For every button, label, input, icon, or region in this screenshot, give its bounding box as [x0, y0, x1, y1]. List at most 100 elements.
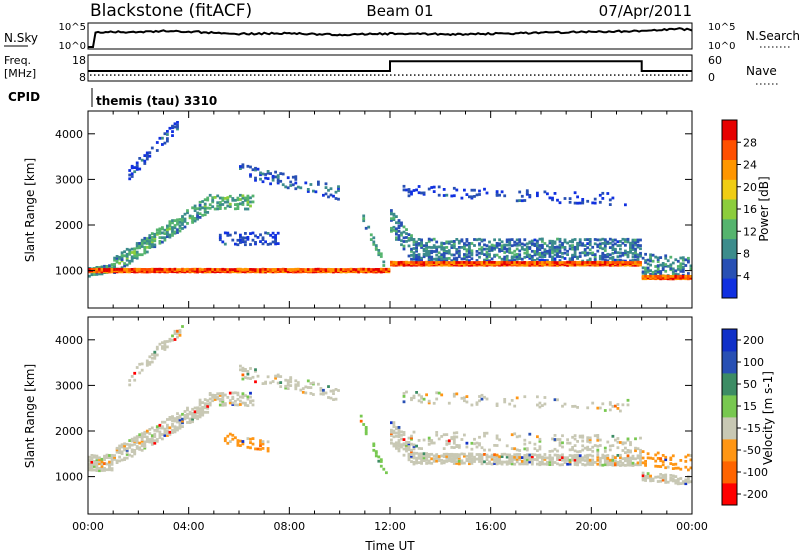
range-gate-cell [541, 243, 544, 247]
range-gate-cell [576, 450, 579, 454]
range-gate-cell [221, 401, 225, 405]
range-gate-cell [654, 459, 658, 463]
range-gate-cell [495, 458, 499, 461]
range-gate-cell [218, 398, 222, 401]
range-gate-cell [128, 439, 132, 442]
range-gate-cell [158, 227, 162, 231]
range-gate-cell [523, 251, 527, 255]
range-gate-cell [478, 261, 481, 264]
range-gate-cell [525, 255, 529, 258]
range-gate-cell [457, 263, 461, 267]
range-gate-cell [400, 437, 403, 441]
range-gate-cell [616, 463, 620, 467]
range-gate-cell [402, 225, 406, 229]
range-gate-cell [181, 325, 184, 328]
range-gate-cell [468, 452, 471, 456]
range-gate-cell [666, 274, 670, 278]
range-gate-cell [611, 263, 615, 267]
range-gate-cell [130, 257, 134, 261]
power-colorbar-tick-label: 20 [743, 181, 757, 194]
range-gate-cell [556, 253, 559, 257]
range-gate-cell [495, 444, 499, 447]
range-gate-cell [115, 459, 119, 463]
range-gate-cell [631, 457, 635, 461]
range-gate-cell [193, 414, 197, 417]
range-gate-cell [437, 251, 441, 255]
range-gate-cell [664, 269, 668, 273]
range-gate-cell [452, 253, 456, 257]
range-gate-cell [125, 254, 129, 258]
range-gate-cell [681, 267, 685, 271]
range-gate-cell [548, 253, 552, 257]
range-gate-cell [239, 193, 242, 197]
range-gate-cell [581, 456, 585, 460]
range-gate-cell [385, 471, 388, 475]
range-gate-cell [289, 384, 293, 387]
range-gate-cell [181, 419, 184, 423]
range-gate-cell [432, 459, 436, 463]
range-gate-cell [556, 453, 559, 457]
range-gate-cell [327, 267, 330, 271]
power-colorbar-label: Power [dB] [757, 176, 771, 241]
range-gate-cell [218, 399, 222, 403]
range-gate-cell [402, 400, 406, 404]
range-gate-cell [455, 392, 459, 396]
range-gate-cell [251, 194, 255, 198]
range-gate-cell [178, 426, 182, 430]
range-gate-cell [603, 454, 607, 458]
range-gate-cell [591, 449, 595, 453]
range-gate-cell [173, 332, 177, 335]
range-gate-cell [362, 214, 366, 218]
range-gate-cell [138, 267, 142, 271]
range-gate-cell [548, 239, 552, 243]
range-gate-cell [520, 261, 524, 264]
range-gate-cell [631, 246, 635, 249]
range-gate-cell [415, 246, 418, 250]
power-colorbar-tick-label: 24 [743, 159, 757, 172]
range-gate-cell [412, 257, 416, 261]
range-gate-cell [611, 444, 615, 447]
range-gate-cell [304, 385, 308, 389]
range-gate-cell [450, 457, 454, 461]
range-gate-cell [123, 442, 126, 446]
range-gate-cell [115, 450, 119, 454]
range-gate-cell [337, 185, 340, 189]
range-gate-cell [223, 403, 227, 407]
range-gate-cell [168, 233, 172, 237]
range-gate-cell [578, 242, 582, 246]
range-gate-cell [410, 236, 413, 240]
range-gate-cell [145, 157, 149, 161]
range-gate-cell [659, 459, 663, 463]
range-gate-cell [626, 261, 630, 264]
range-gate-cell [390, 219, 393, 222]
range-gate-cell [571, 253, 574, 257]
range-gate-cell [306, 190, 310, 193]
range-gate-cell [148, 237, 152, 241]
range-gate-cell [130, 443, 134, 447]
range-gate-cell [216, 207, 220, 211]
range-gate-cell [536, 246, 539, 249]
range-gate-cell [339, 268, 343, 271]
range-gate-cell [536, 455, 539, 459]
range-gate-cell [312, 393, 315, 396]
range-gate-cell [163, 434, 167, 437]
range-gate-cell [322, 268, 325, 271]
range-gate-cell [606, 252, 610, 256]
range-gate-cell [314, 190, 318, 194]
range-gate-cell [463, 247, 466, 251]
range-gate-cell [291, 183, 295, 187]
range-gate-cell [138, 157, 142, 160]
range-gate-cell [500, 452, 504, 456]
range-gate-cell [392, 229, 396, 232]
range-gate-cell [614, 238, 617, 242]
range-gate-cell [407, 244, 411, 248]
range-gate-cell [148, 234, 152, 237]
range-gate-cell [140, 434, 144, 438]
range-gate-cell [110, 462, 114, 466]
range-gate-cell [619, 464, 622, 467]
range-gate-cell [624, 249, 627, 253]
range-gate-cell [457, 446, 461, 449]
range-gate-cell [495, 253, 499, 257]
range-gate-cell [518, 238, 522, 242]
range-gate-cell [236, 269, 240, 273]
